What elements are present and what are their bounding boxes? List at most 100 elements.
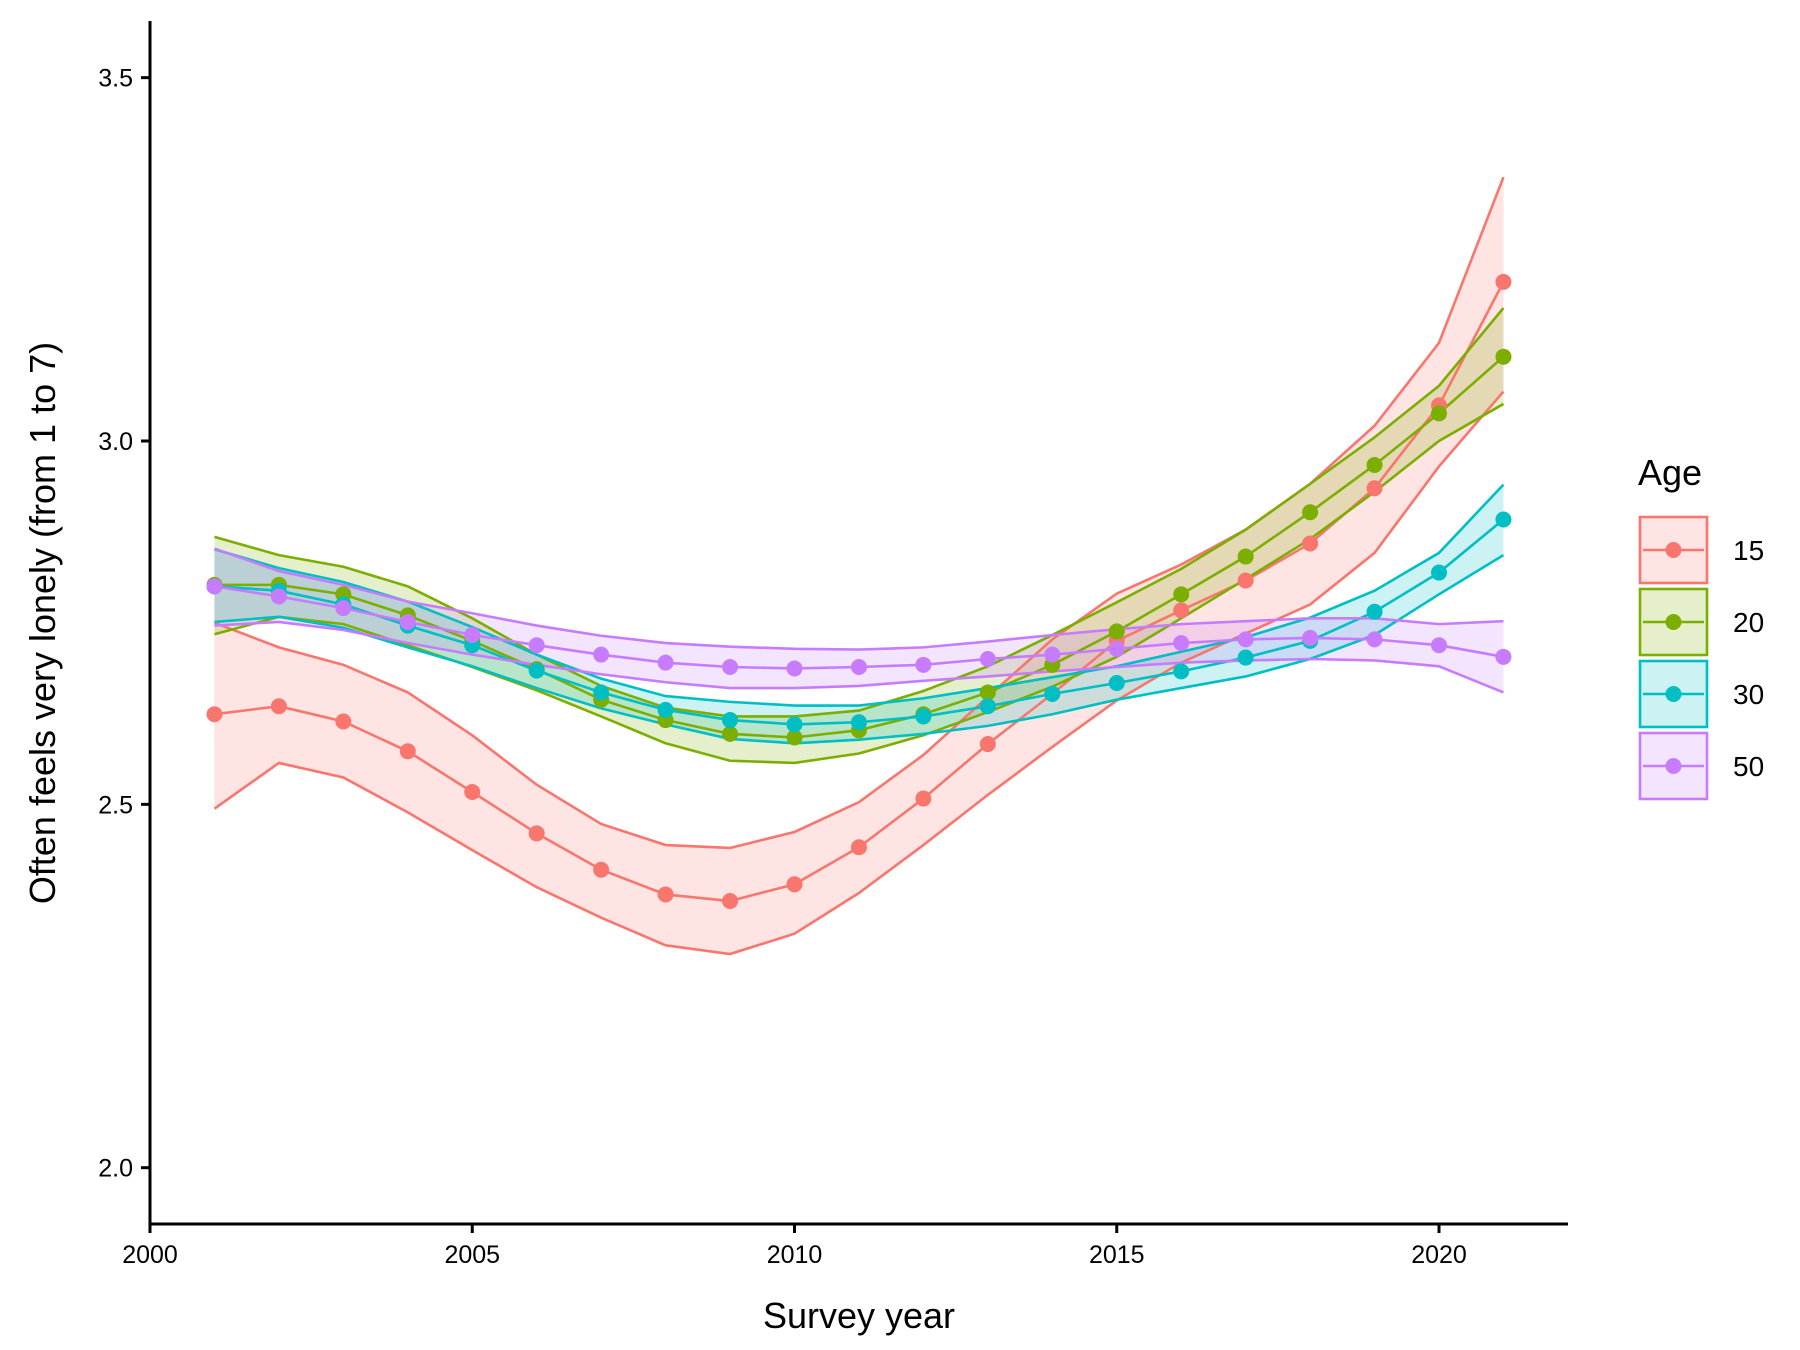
legend-label: 20	[1733, 607, 1764, 638]
point-age-15	[1495, 273, 1512, 290]
ribbon-age-50	[214, 548, 1504, 693]
point-age-30	[786, 716, 803, 733]
point-age-50	[850, 659, 867, 676]
point-age-20	[1302, 504, 1319, 521]
legend-item-age-50: 50	[1638, 731, 1764, 801]
series-points	[206, 273, 1512, 910]
point-age-20	[1173, 586, 1190, 603]
point-age-15	[593, 861, 610, 878]
point-age-50	[1431, 637, 1447, 654]
point-age-15	[786, 876, 803, 893]
point-age-50	[270, 588, 287, 605]
point-age-50	[335, 600, 352, 617]
point-age-30	[593, 684, 610, 701]
point-age-50	[1302, 629, 1319, 646]
point-age-50	[399, 613, 416, 630]
point-age-20	[1431, 405, 1447, 422]
point-age-20	[1495, 348, 1512, 365]
legend-item-age-30: 30	[1638, 659, 1764, 729]
point-age-15	[206, 706, 223, 723]
point-age-30	[915, 708, 932, 725]
point-age-15	[528, 825, 545, 842]
point-age-50	[1366, 631, 1383, 648]
ci-lower-age-50	[214, 620, 1504, 694]
point-age-30	[979, 698, 996, 715]
point-age-15	[1302, 535, 1319, 552]
point-age-15	[270, 698, 287, 715]
point-age-30	[1108, 674, 1125, 691]
point-age-20	[1366, 456, 1383, 473]
y-tick-label: 2.0	[98, 1155, 133, 1183]
point-age-30	[1044, 685, 1061, 702]
point-age-50	[593, 646, 610, 663]
point-age-30	[850, 714, 867, 731]
legend-key-point	[1665, 542, 1682, 558]
point-age-50	[1495, 648, 1512, 665]
point-age-30	[722, 712, 739, 729]
point-age-15	[464, 783, 481, 800]
ci-lower-age-15	[213, 390, 1505, 956]
point-age-15	[1173, 602, 1190, 619]
legend-item-age-20: 20	[1638, 587, 1764, 657]
y-tick-label: 3.5	[98, 65, 133, 93]
point-age-50	[915, 656, 932, 673]
point-age-15	[722, 893, 739, 910]
point-age-50	[786, 660, 803, 677]
point-age-50	[657, 654, 674, 671]
ribbon-age-15	[214, 177, 1504, 955]
confidence-ribbons	[214, 177, 1504, 955]
point-age-50	[1108, 640, 1125, 657]
legend-title: Age	[1638, 452, 1702, 493]
ci-upper-age-20	[214, 307, 1505, 718]
point-age-20	[979, 684, 996, 701]
point-age-50	[1237, 631, 1254, 648]
y-axis-title: Often feels very lonely (from 1 to 7)	[22, 342, 63, 904]
legend-key-point	[1665, 686, 1682, 702]
point-age-30	[1431, 564, 1447, 581]
point-age-50	[722, 659, 739, 676]
ci-upper-age-30	[214, 483, 1505, 707]
point-age-15	[657, 886, 674, 903]
point-age-30	[1237, 649, 1254, 666]
point-age-50	[1173, 635, 1190, 652]
point-age-20	[1237, 548, 1254, 565]
point-age-15	[979, 736, 996, 753]
ci-upper-age-50	[214, 547, 1504, 651]
point-age-30	[1173, 663, 1190, 680]
legend-label: 30	[1733, 679, 1764, 710]
point-age-50	[206, 578, 223, 595]
ribbon-age-20	[214, 308, 1504, 763]
point-age-15	[1237, 572, 1254, 589]
legend-key-point	[1665, 614, 1682, 630]
y-tick-label: 3.0	[98, 428, 133, 456]
legend-key-point	[1665, 758, 1682, 774]
x-tick-label: 2010	[767, 1241, 823, 1269]
x-tick-label: 2005	[444, 1241, 500, 1269]
point-age-20	[1108, 623, 1125, 640]
point-age-15	[915, 790, 932, 807]
point-age-50	[528, 637, 545, 654]
y-ticks: 2.0 2.5 3.0 3.5	[98, 65, 150, 1183]
ci-lower-age-30	[214, 553, 1505, 745]
y-tick-label: 2.5	[98, 791, 133, 819]
x-axis-title: Survey year	[763, 1295, 955, 1336]
point-age-30	[528, 662, 545, 679]
point-age-15	[335, 713, 352, 730]
x-ticks: 2000 2005 2010 2015 2020	[122, 1224, 1467, 1269]
x-tick-label: 2000	[122, 1241, 178, 1269]
point-age-20	[722, 725, 739, 742]
point-age-30	[657, 701, 674, 718]
point-age-15	[1366, 480, 1383, 497]
point-age-20	[786, 729, 803, 746]
axes	[148, 21, 1568, 1226]
legend: Age 15 20 30 50	[1638, 452, 1764, 801]
x-tick-label: 2015	[1089, 1241, 1145, 1269]
point-age-15	[399, 743, 416, 760]
legend-label: 50	[1733, 751, 1764, 782]
point-age-30	[1495, 511, 1512, 528]
point-age-50	[1044, 646, 1061, 663]
point-age-50	[979, 651, 996, 668]
point-age-50	[464, 627, 481, 644]
legend-item-age-15: 15	[1638, 515, 1764, 585]
